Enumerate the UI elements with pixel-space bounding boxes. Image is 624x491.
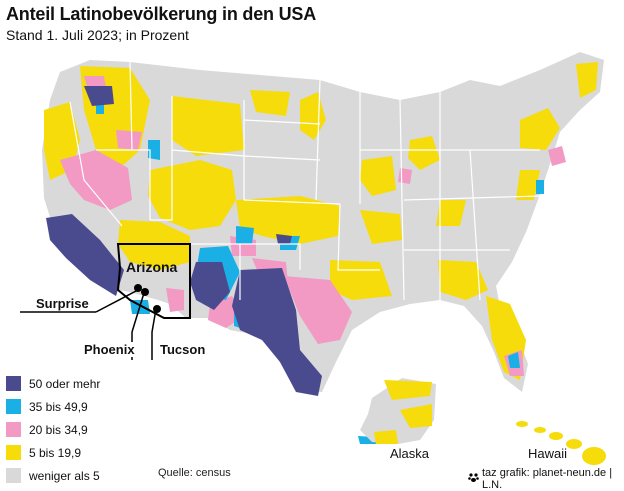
credit-line: taz grafik: planet-neun.de | L.N. [468, 467, 624, 491]
legend: 50 oder mehr 35 bis 49,9 20 bis 34,9 5 b… [6, 372, 100, 487]
phoenix-label: Phoenix [82, 342, 137, 357]
legend-label: 5 bis 19,9 [29, 445, 82, 460]
hawaii-label: Hawaii [528, 446, 568, 461]
legend-swatch [6, 399, 21, 414]
surprise-marker [134, 284, 142, 292]
legend-swatch [6, 445, 21, 460]
legend-item: 50 oder mehr [6, 372, 100, 395]
legend-label: weniger als 5 [29, 468, 100, 483]
tucson-label: Tucson [158, 342, 208, 357]
legend-item: weniger als 5 [6, 464, 100, 487]
yellow-regions [44, 62, 598, 380]
purple-regions [46, 86, 322, 396]
credit-text: taz grafik: planet-neun.de | L.N. [482, 467, 613, 491]
source-note: Quelle: census [158, 467, 231, 479]
map-subtitle: Stand 1. Juli 2023; in Prozent [6, 27, 189, 43]
legend-label: 35 bis 49,9 [29, 399, 88, 414]
arizona-label: Arizona [126, 259, 178, 275]
alaska-label: Alaska [390, 446, 430, 461]
paw-logo-icon [468, 472, 479, 486]
phoenix-marker [141, 288, 149, 296]
legend-swatch [6, 422, 21, 437]
surprise-label: Surprise [34, 296, 91, 311]
legend-item: 35 bis 49,9 [6, 395, 100, 418]
tucson-marker [153, 305, 161, 313]
legend-item: 20 bis 34,9 [6, 418, 100, 441]
legend-swatch [6, 468, 21, 483]
legend-item: 5 bis 19,9 [6, 441, 100, 464]
legend-swatch [6, 376, 21, 391]
arizona-outline [116, 243, 191, 319]
state-borders [69, 61, 541, 318]
legend-label: 50 oder mehr [29, 376, 101, 391]
map-title: Anteil Latinobevölkerung in den USA [6, 4, 317, 24]
legend-label: 20 bis 34,9 [29, 422, 88, 437]
hawaii-shape [516, 421, 606, 465]
